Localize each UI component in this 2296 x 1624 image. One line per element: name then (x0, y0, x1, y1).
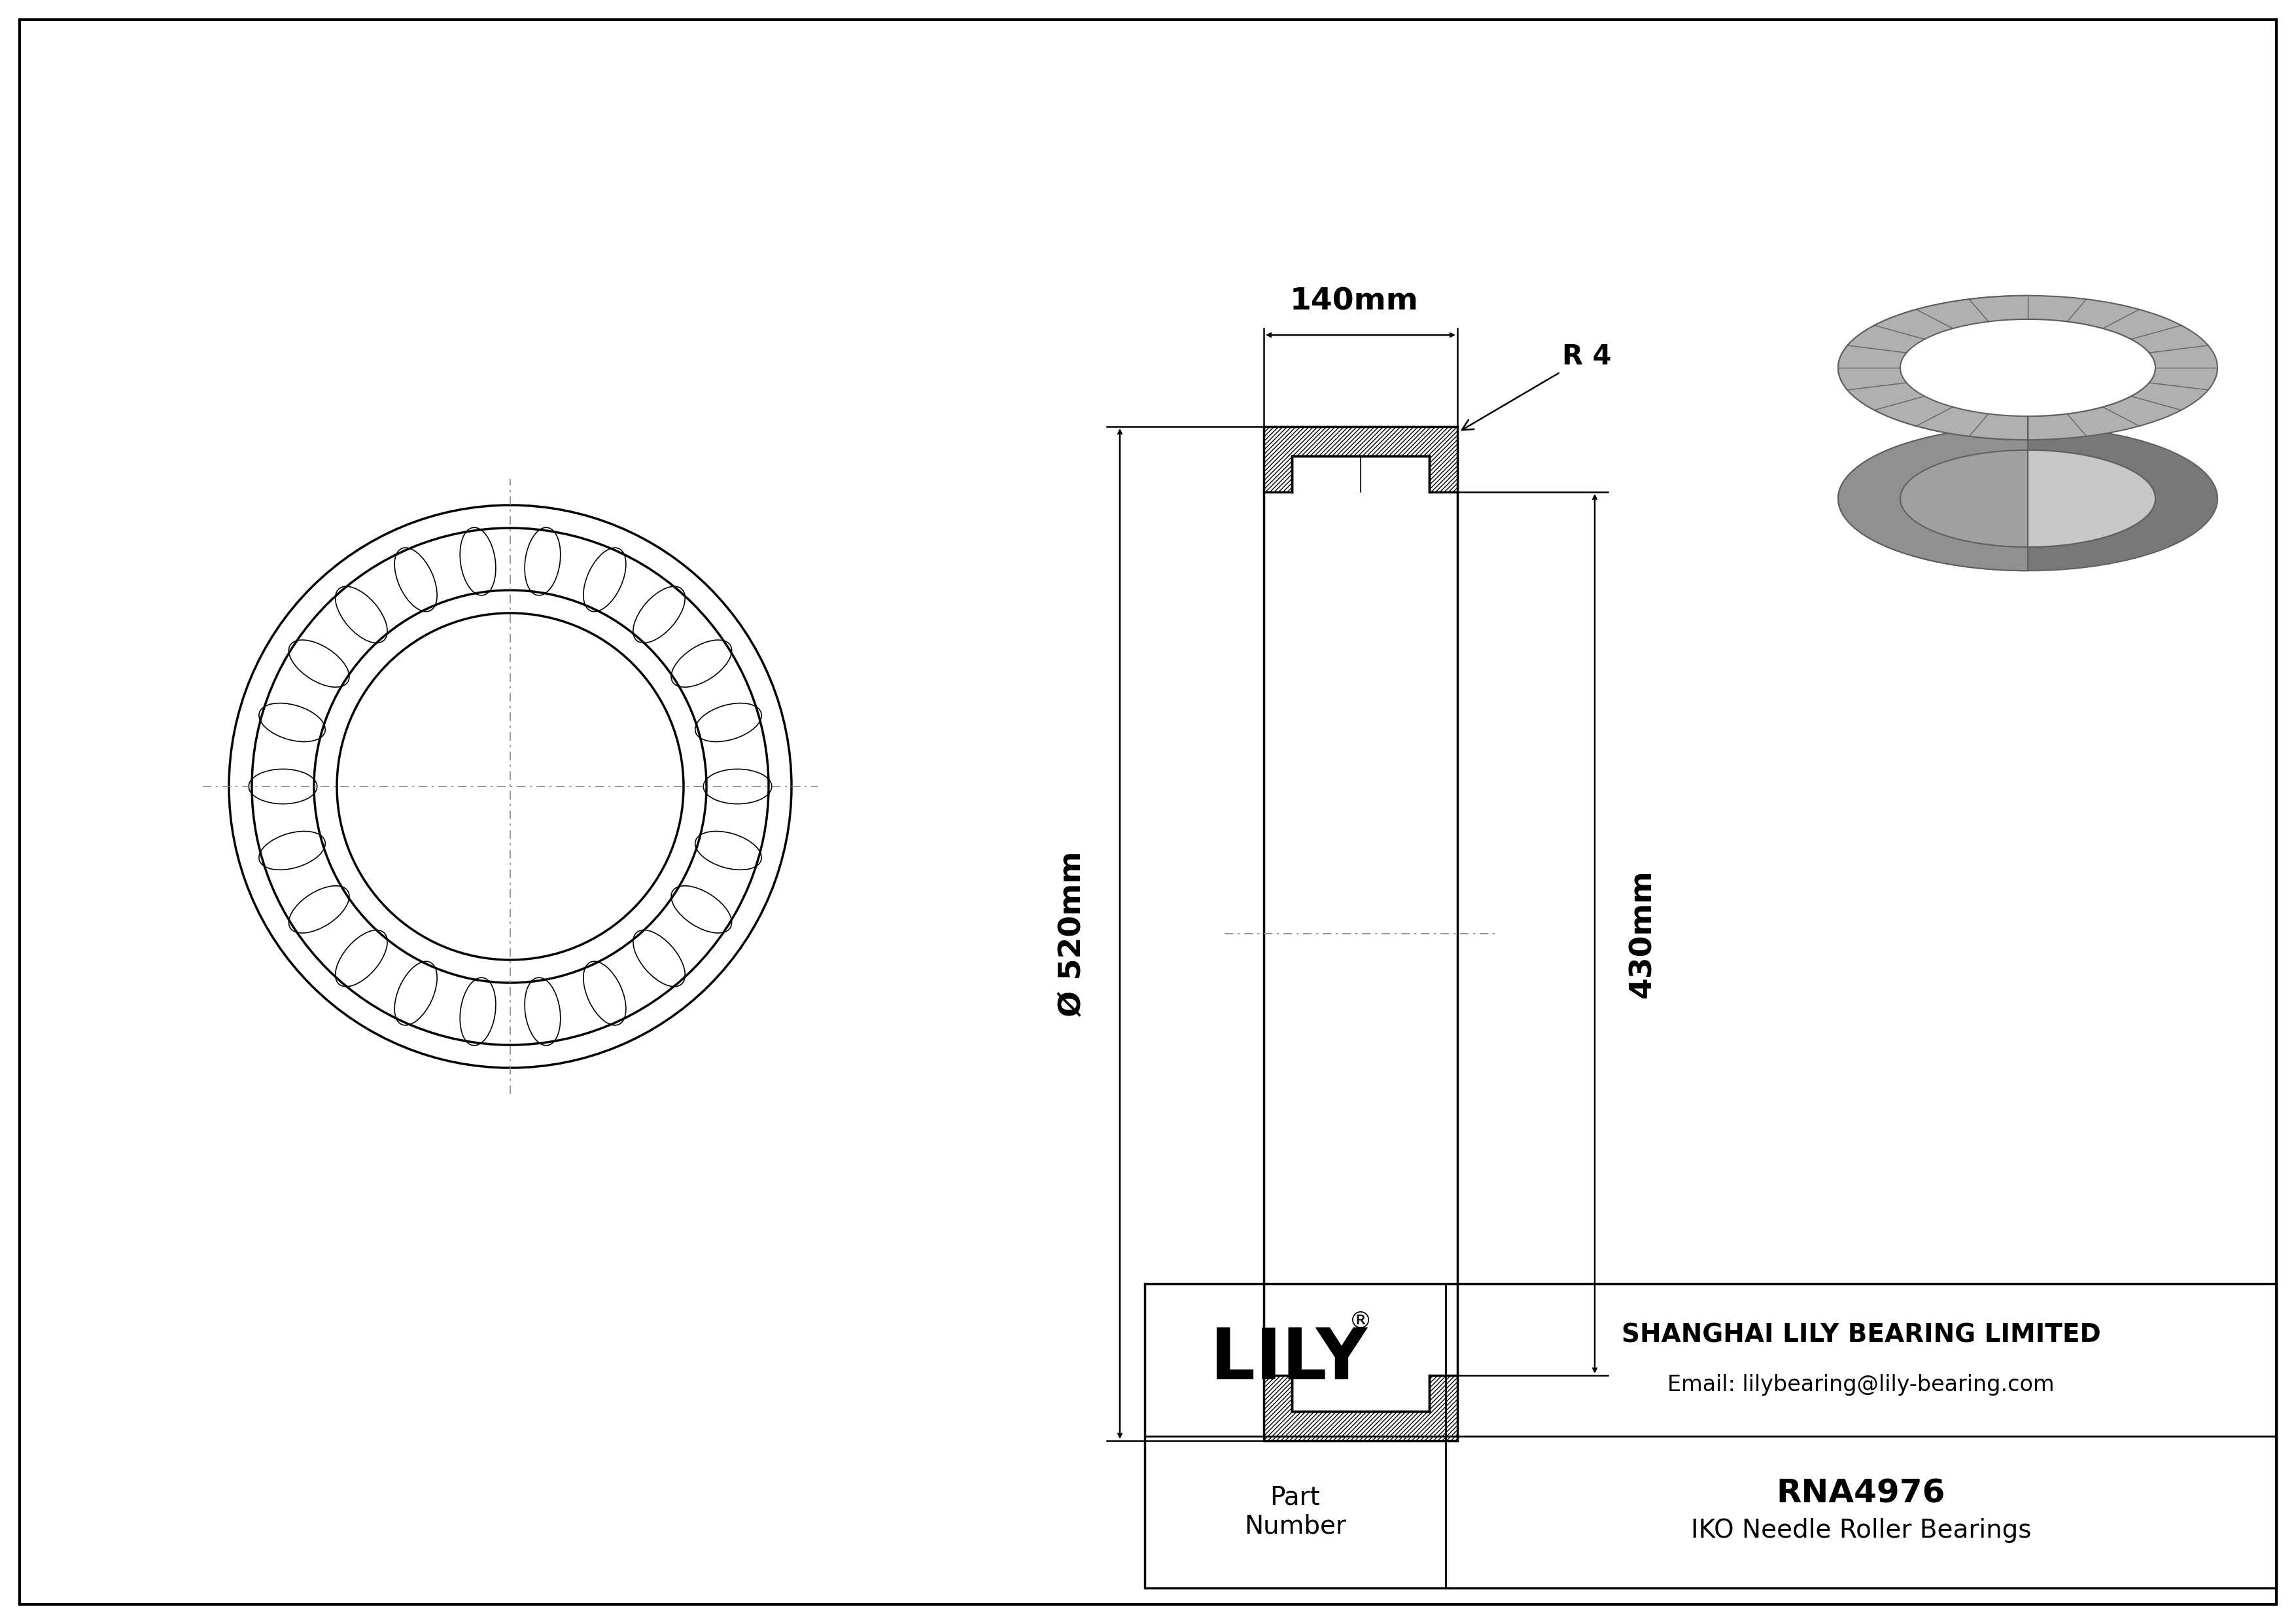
Polygon shape (2027, 320, 2156, 547)
Polygon shape (1263, 1376, 1458, 1440)
Text: Number: Number (1244, 1514, 1345, 1540)
Text: SHANGHAI LILY BEARING LIMITED: SHANGHAI LILY BEARING LIMITED (1621, 1322, 2101, 1348)
Text: 140mm: 140mm (1290, 287, 1419, 317)
Text: IKO Needle Roller Bearings: IKO Needle Roller Bearings (1690, 1518, 2032, 1543)
Ellipse shape (1901, 450, 2156, 547)
Ellipse shape (1839, 296, 2218, 440)
Text: Part: Part (1270, 1484, 1320, 1510)
Text: ®: ® (1348, 1311, 1373, 1333)
Polygon shape (1839, 296, 2027, 570)
Ellipse shape (1901, 320, 2156, 416)
Text: LILY: LILY (1210, 1325, 1366, 1395)
Polygon shape (1263, 427, 1458, 492)
Text: Email: lilybearing@lily-bearing.com: Email: lilybearing@lily-bearing.com (1667, 1374, 2055, 1395)
Ellipse shape (1839, 427, 2218, 570)
Bar (1146, 1283, 2275, 1588)
Text: R 4: R 4 (1463, 343, 1612, 430)
Text: RNA4976: RNA4976 (1777, 1478, 1945, 1509)
Text: 430mm: 430mm (1628, 869, 1658, 999)
Text: Ø 520mm: Ø 520mm (1058, 851, 1088, 1017)
